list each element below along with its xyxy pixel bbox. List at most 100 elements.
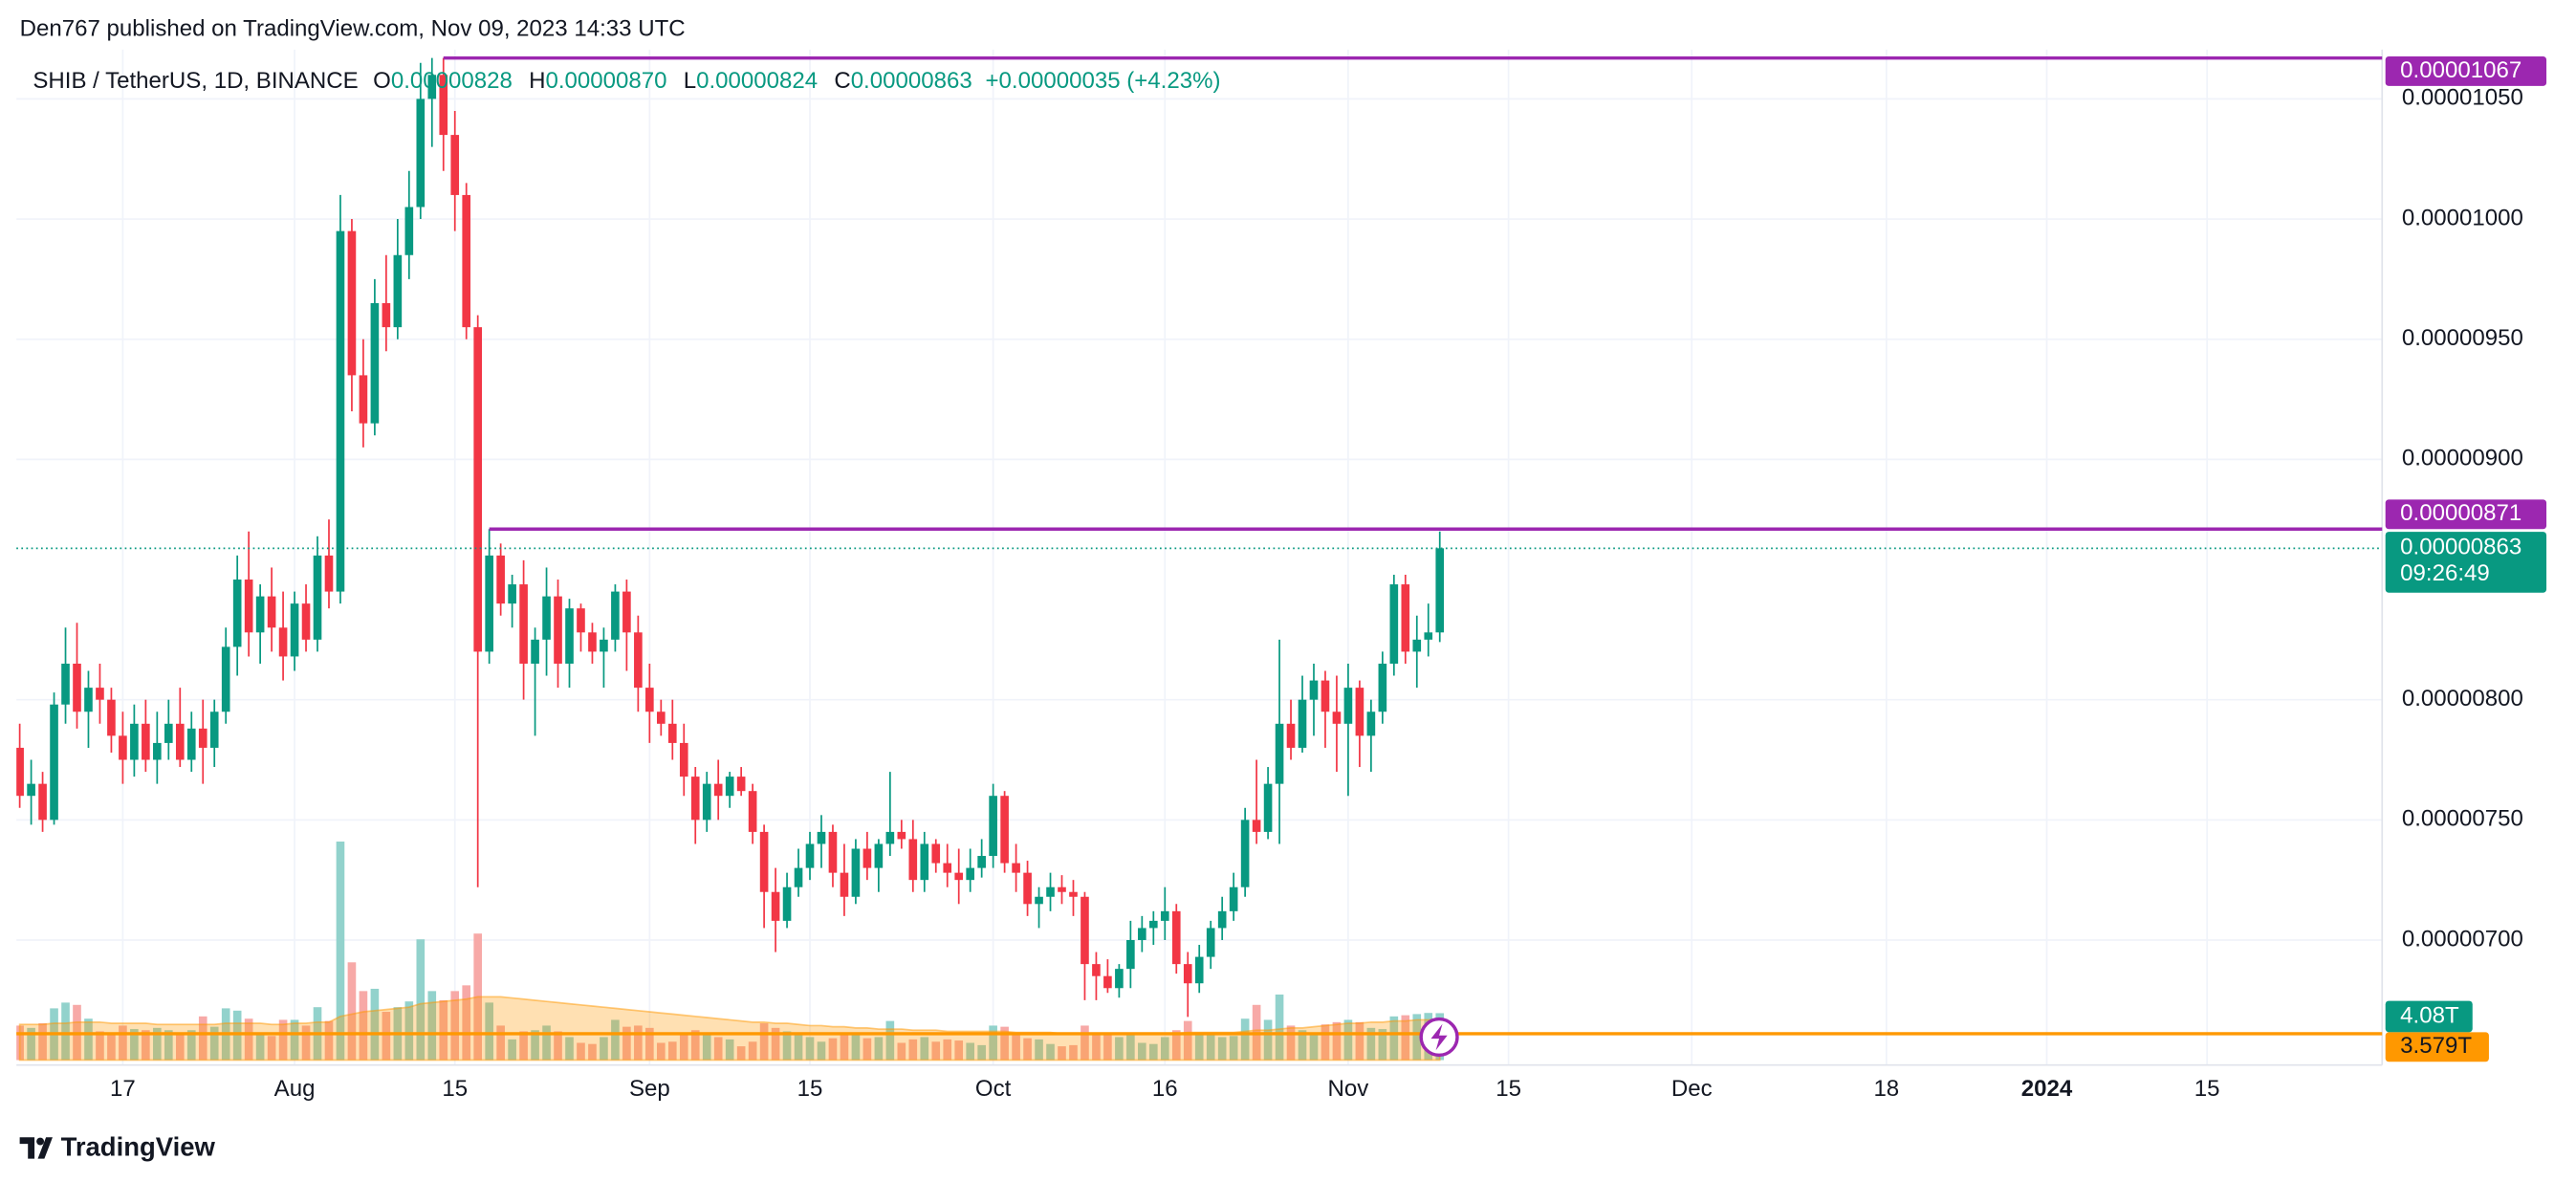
candle-body	[84, 688, 93, 712]
volume-bar	[1138, 1042, 1146, 1061]
grid: 17 Aug 15 Sep 15 Oct 16 Nov 15 Dec 18 2024 15 0.00000…	[16, 49, 2523, 1102]
candle-body	[244, 580, 253, 633]
volume-bar	[622, 1026, 631, 1061]
x-tick-label: Sep	[629, 1076, 670, 1102]
candle-body	[885, 831, 895, 844]
x-tick-label: Oct	[975, 1076, 1012, 1102]
x-tick-label: 15	[1495, 1076, 1521, 1102]
candle-body	[1126, 939, 1135, 970]
level-label: 0.00000871	[2400, 500, 2521, 526]
candle-body	[1160, 910, 1169, 921]
x-tick-label: 16	[1152, 1076, 1178, 1102]
volume-bar	[119, 1025, 127, 1061]
candle-body	[278, 627, 288, 657]
volume-bar	[1378, 1029, 1387, 1061]
y-tick-label: 0.00000750	[2402, 806, 2523, 832]
volume-bar	[920, 1037, 929, 1061]
volume-bar	[862, 1038, 872, 1061]
legend-symbol: SHIB / TetherUS, 1D, BINANCE	[33, 69, 358, 95]
candle-body	[130, 723, 139, 760]
candle-body	[153, 742, 162, 760]
candle-body	[267, 596, 276, 628]
candle-body	[164, 723, 173, 743]
candle-body	[232, 580, 242, 647]
volume-bar	[96, 1031, 104, 1061]
candle-body	[1217, 910, 1227, 929]
candle-body	[794, 867, 803, 887]
candle-body	[347, 230, 357, 376]
candle-body	[38, 783, 47, 821]
candle-body	[645, 688, 654, 712]
volume-bar	[1149, 1043, 1158, 1061]
candle-body	[1286, 723, 1296, 748]
candle-body	[577, 608, 585, 633]
candle-body	[221, 646, 230, 712]
candle-body	[142, 723, 150, 760]
candle-body	[1149, 920, 1158, 929]
volume-bar	[1401, 1015, 1410, 1061]
candle-body	[519, 584, 528, 664]
volume-ma-badge	[2385, 1032, 2489, 1062]
candle-body	[27, 783, 35, 797]
volume-bar	[508, 1039, 516, 1061]
volume-bar	[611, 1019, 620, 1061]
volume-bar	[1309, 1032, 1319, 1061]
candle-body	[427, 75, 437, 99]
realtime-icon	[1419, 1017, 1459, 1058]
volume-bar	[759, 1023, 769, 1061]
candle-body	[96, 688, 104, 700]
volume-bar	[713, 1037, 723, 1061]
candle-body	[382, 303, 391, 328]
volume-bar	[817, 1041, 826, 1061]
candle-body	[61, 663, 70, 705]
candle-body	[931, 843, 941, 864]
candle-body	[255, 596, 265, 633]
volume-bar	[1286, 1025, 1296, 1061]
candle-body	[1023, 872, 1032, 905]
candles	[16, 57, 1445, 1018]
volume-label: 4.08T	[2400, 1002, 2459, 1028]
volume-bar	[439, 999, 448, 1061]
volume-bar	[1217, 1037, 1227, 1061]
volume-bar	[851, 1033, 861, 1061]
volume-bar	[748, 1041, 757, 1061]
footer-brand: TradingView	[61, 1132, 216, 1162]
volume-bar	[404, 1001, 414, 1061]
volume-bar	[667, 1041, 677, 1061]
legend: SHIB / TetherUS, 1D, BINANCE O0.00000828 H…	[33, 69, 1220, 95]
volume-bar	[1023, 1038, 1032, 1061]
overlays: 0.0000086309:26:490.000010670.000008714.…	[16, 55, 2547, 1062]
candle-body	[1332, 711, 1342, 724]
x-tick-label: 18	[1873, 1076, 1899, 1102]
candle-body	[209, 711, 219, 748]
candle-body	[1081, 896, 1089, 965]
volume-bar	[347, 962, 357, 1061]
candle-body	[1194, 956, 1204, 984]
candle-body	[107, 699, 116, 736]
candle-body	[1309, 680, 1319, 700]
volume-bar	[657, 1042, 666, 1061]
publish-header: Den767 published on TradingView.com, Nov…	[20, 16, 686, 42]
candle-body	[1275, 723, 1284, 784]
volume-bar	[885, 1020, 895, 1061]
candle-body	[725, 777, 734, 797]
candle-body	[450, 135, 460, 195]
volume-bar	[634, 1025, 643, 1061]
volume-bar	[290, 1019, 299, 1061]
volume-bar	[255, 1033, 265, 1061]
candle-body	[611, 591, 620, 640]
candle-body	[370, 303, 380, 424]
candle-body	[1343, 688, 1353, 724]
volume-bar	[278, 1019, 288, 1061]
volume-bar	[1229, 1036, 1238, 1061]
last-price-label: 0.00000863	[2400, 535, 2521, 560]
candle-body	[1389, 584, 1399, 664]
volume-bar	[359, 991, 368, 1061]
volume-bar	[209, 1026, 219, 1061]
candle-body	[73, 663, 81, 712]
candle-body	[1171, 910, 1181, 965]
volume-bar	[1366, 1027, 1376, 1061]
volume-bar	[1412, 1014, 1422, 1061]
volume-bar	[771, 1027, 780, 1061]
last-price-badge	[2385, 532, 2547, 593]
